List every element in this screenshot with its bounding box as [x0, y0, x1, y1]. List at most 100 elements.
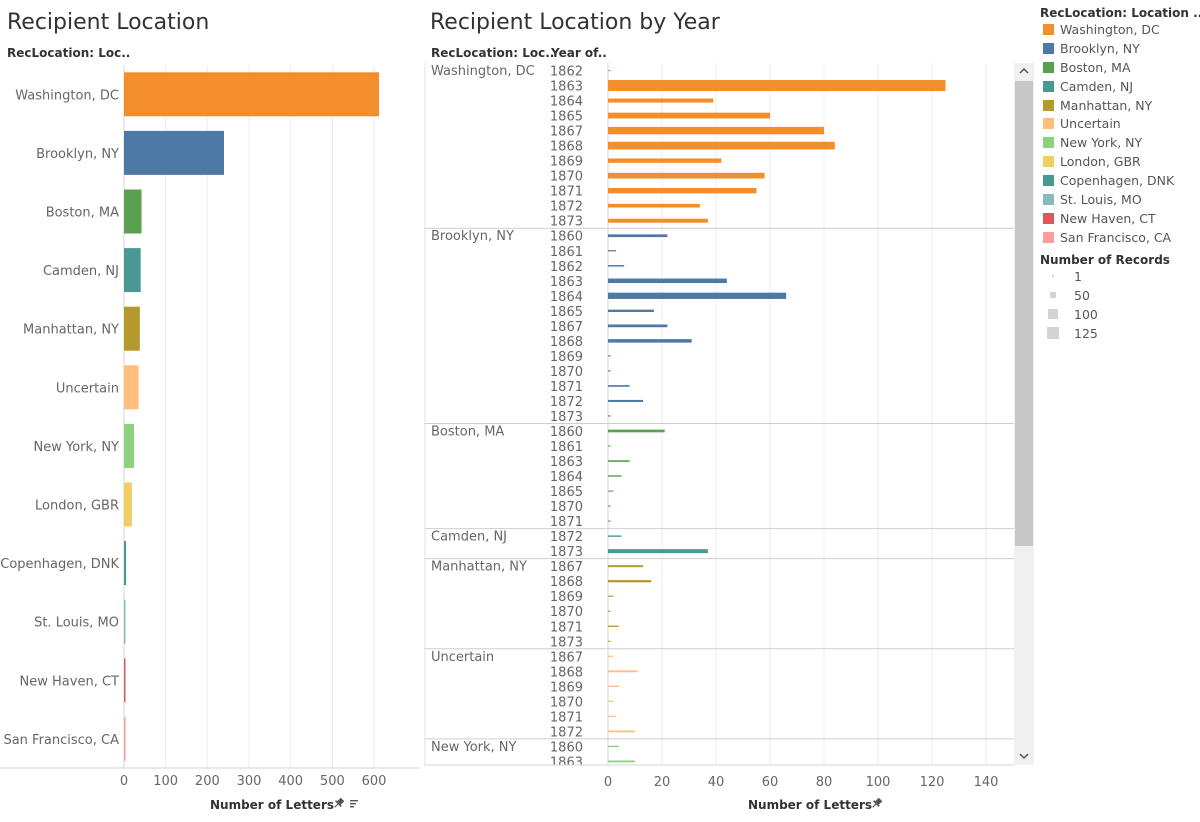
bar[interactable] — [608, 685, 619, 687]
sort-descending-icon[interactable] — [350, 800, 358, 808]
year-label: 1862 — [550, 65, 583, 80]
bar[interactable] — [124, 130, 225, 175]
bar[interactable] — [608, 700, 614, 702]
legend-item[interactable]: New York, NY — [1040, 133, 1200, 152]
bar[interactable] — [608, 292, 787, 299]
left-location-header[interactable]: RecLocation: Loc.. — [7, 46, 131, 60]
scroll-up-icon[interactable] — [1019, 67, 1029, 74]
bar[interactable] — [608, 339, 692, 343]
bar[interactable] — [608, 187, 757, 194]
bar[interactable] — [608, 141, 835, 150]
bar[interactable] — [124, 423, 135, 468]
bar[interactable] — [124, 189, 142, 234]
bar[interactable] — [608, 655, 614, 657]
bar[interactable] — [608, 80, 946, 92]
right-location-header[interactable]: RecLocation: Loc.. — [431, 46, 555, 60]
legend-item[interactable]: San Francisco, CA — [1040, 228, 1200, 247]
bar[interactable] — [608, 610, 611, 612]
color-legend-title[interactable]: RecLocation: Location .. — [1040, 6, 1200, 20]
bar[interactable] — [608, 399, 644, 402]
bar[interactable] — [608, 309, 654, 313]
bar[interactable] — [608, 385, 630, 387]
bar[interactable] — [608, 520, 611, 522]
bar[interactable] — [608, 760, 635, 763]
bar[interactable] — [608, 625, 619, 627]
bar[interactable] — [124, 365, 139, 410]
bar[interactable] — [608, 265, 625, 267]
size-legend-item[interactable]: 100 — [1040, 305, 1200, 324]
bar[interactable] — [608, 460, 630, 462]
bar[interactable] — [608, 69, 611, 72]
bar[interactable] — [608, 112, 770, 119]
legend-item[interactable]: Washington, DC — [1040, 20, 1200, 39]
legend-item[interactable]: Boston, MA — [1040, 58, 1200, 77]
bar[interactable] — [608, 730, 635, 733]
x-axis-title: Number of Letters — [210, 798, 334, 812]
bar[interactable] — [608, 549, 708, 554]
bar[interactable] — [608, 234, 668, 238]
pin-icon[interactable] — [332, 797, 345, 810]
bar[interactable] — [608, 218, 708, 223]
bar[interactable] — [608, 445, 611, 447]
bar[interactable] — [124, 541, 127, 586]
bar[interactable] — [608, 640, 611, 642]
bar[interactable] — [608, 429, 665, 433]
bar[interactable] — [608, 415, 611, 417]
bar[interactable] — [608, 715, 617, 717]
year-label: 1871 — [550, 515, 583, 530]
bar[interactable] — [608, 324, 668, 328]
bar[interactable] — [124, 306, 140, 351]
bar[interactable] — [124, 716, 126, 761]
bar[interactable] — [124, 482, 132, 527]
legend-item[interactable]: Camden, NJ — [1040, 77, 1200, 96]
bar[interactable] — [608, 172, 765, 179]
bar[interactable] — [124, 72, 380, 117]
bar[interactable] — [124, 248, 141, 293]
legend-item[interactable]: Manhattan, NY — [1040, 96, 1200, 115]
bar[interactable] — [608, 670, 638, 673]
scrollbar-thumb[interactable] — [1015, 81, 1033, 546]
size-legend-item[interactable]: 125 — [1040, 324, 1200, 343]
size-legend-mark — [1048, 309, 1058, 320]
year-label: 1871 — [550, 710, 583, 725]
year-label: 1862 — [550, 260, 583, 275]
pin-icon-needle — [872, 803, 877, 808]
legend-item[interactable]: New Haven, CT — [1040, 209, 1200, 228]
bar[interactable] — [608, 355, 611, 357]
bar[interactable] — [124, 658, 126, 703]
x-tick-label: 20 — [654, 775, 671, 790]
left-chart-title: Recipient Location — [7, 10, 210, 35]
bar[interactable] — [608, 370, 611, 372]
bar[interactable] — [608, 535, 622, 537]
bar[interactable] — [608, 278, 727, 284]
legend-swatch — [1043, 193, 1054, 205]
bar[interactable] — [608, 505, 611, 507]
legend-item[interactable]: St. Louis, MO — [1040, 190, 1200, 209]
bar[interactable] — [608, 565, 644, 568]
bar[interactable] — [608, 745, 619, 748]
bar[interactable] — [608, 490, 614, 492]
x-axis-title: Number of Letters — [748, 798, 872, 812]
pin-icon[interactable] — [870, 797, 883, 810]
right-year-header[interactable]: Year of.. — [551, 46, 607, 60]
bar[interactable] — [608, 580, 652, 583]
location-label: Washington, DC — [431, 64, 535, 79]
scroll-down-icon[interactable] — [1019, 753, 1029, 760]
bar[interactable] — [124, 599, 126, 644]
bar[interactable] — [608, 250, 617, 252]
bar[interactable] — [608, 158, 722, 163]
size-legend-item[interactable]: 50 — [1040, 286, 1200, 305]
legend-item[interactable]: Brooklyn, NY — [1040, 39, 1200, 58]
legend-item[interactable]: Uncertain — [1040, 114, 1200, 133]
bar[interactable] — [608, 475, 622, 477]
size-legend-item[interactable]: 1 — [1040, 267, 1200, 286]
legend-item[interactable]: Copenhagen, DNK — [1040, 171, 1200, 190]
bar[interactable] — [608, 126, 824, 135]
bar[interactable] — [608, 203, 700, 208]
year-label: 1863 — [550, 275, 583, 290]
year-label: 1865 — [550, 110, 583, 125]
legend-item[interactable]: London, GBR — [1040, 152, 1200, 171]
bar[interactable] — [608, 98, 714, 103]
bar[interactable] — [608, 595, 614, 597]
size-legend-title[interactable]: Number of Records — [1040, 252, 1170, 267]
